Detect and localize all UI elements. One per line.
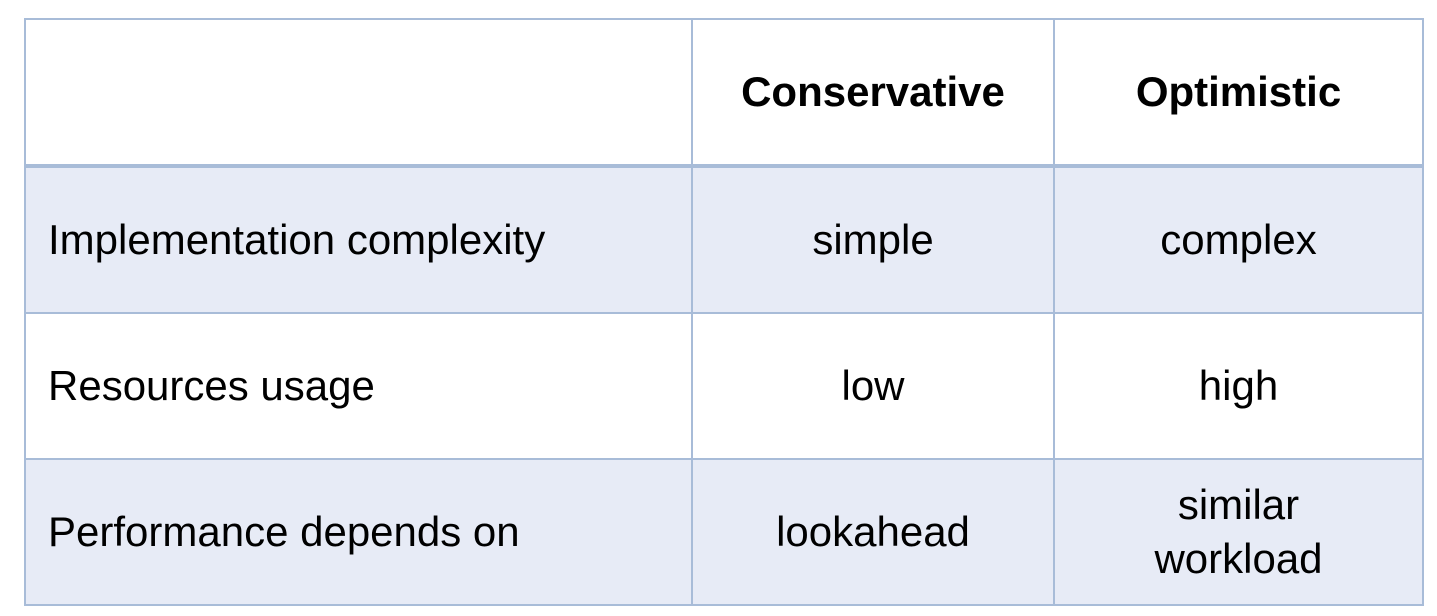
row-label-implementation-complexity: Implementation complexity (24, 165, 693, 314)
header-row: Conservative Optimistic (24, 18, 1424, 168)
cell-conservative-resources-usage: low (691, 312, 1055, 460)
table-row: Resources usage low high (24, 312, 1424, 460)
row-label-resources-usage: Resources usage (24, 312, 693, 460)
cell-optimistic-performance-line-1: similar (1177, 481, 1300, 528)
cell-optimistic-performance-line-2: workload (1154, 535, 1323, 582)
header-empty-cell (24, 18, 693, 168)
row-label-performance-depends-on: Performance depends on (24, 458, 693, 606)
cell-conservative-performance-depends-on: lookahead (691, 458, 1055, 606)
comparison-table: Conservative Optimistic Implementation c… (24, 18, 1424, 606)
header-conservative: Conservative (691, 18, 1055, 168)
table-row: Implementation complexity simple complex (24, 165, 1424, 314)
cell-conservative-implementation-complexity: simple (691, 165, 1055, 314)
cell-optimistic-resources-usage: high (1053, 312, 1424, 460)
header-optimistic: Optimistic (1053, 18, 1424, 168)
cell-optimistic-implementation-complexity: complex (1053, 165, 1424, 314)
table-row: Performance depends on lookahead similar… (24, 458, 1424, 606)
cell-optimistic-performance-depends-on: similar workload (1053, 458, 1424, 606)
comparison-table-container: Conservative Optimistic Implementation c… (24, 18, 1424, 606)
